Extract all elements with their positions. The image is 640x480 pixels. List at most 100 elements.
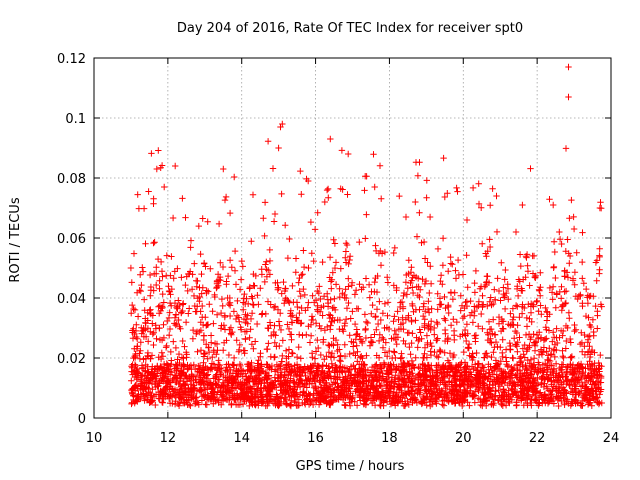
- data-point: [472, 361, 479, 368]
- data-point: [307, 321, 315, 328]
- data-point: [141, 373, 148, 380]
- data-point: [167, 291, 174, 298]
- data-point: [594, 325, 601, 332]
- data-point: [136, 287, 143, 294]
- data-point: [404, 388, 412, 395]
- data-point: [219, 302, 226, 310]
- data-point: [327, 278, 335, 285]
- data-point: [170, 375, 177, 382]
- data-point: [293, 314, 300, 321]
- data-point: [374, 320, 382, 328]
- data-point-outlier: [127, 264, 135, 272]
- data-point: [591, 381, 598, 388]
- data-point: [550, 263, 558, 271]
- data-point: [128, 310, 135, 317]
- data-point: [379, 344, 387, 351]
- data-point: [519, 301, 526, 308]
- data-point: [474, 386, 482, 393]
- data-point: [349, 308, 356, 315]
- data-point: [236, 286, 244, 293]
- data-point: [326, 342, 333, 349]
- data-point: [378, 397, 385, 405]
- data-point: [567, 354, 574, 361]
- data-point: [527, 303, 535, 310]
- data-point: [570, 213, 577, 221]
- data-point: [226, 257, 234, 264]
- data-point: [201, 393, 208, 401]
- data-point: [189, 271, 196, 278]
- data-point: [332, 373, 339, 380]
- data-point: [407, 351, 414, 358]
- data-point: [415, 371, 422, 378]
- data-point: [198, 397, 206, 404]
- data-point: [316, 322, 323, 330]
- data-point: [370, 151, 377, 158]
- data-point: [213, 284, 220, 292]
- data-point: [309, 292, 316, 299]
- data-point: [133, 393, 141, 400]
- data-point: [408, 365, 415, 373]
- data-point: [493, 228, 501, 236]
- data-point: [371, 331, 378, 338]
- data-point: [242, 392, 249, 399]
- data-point: [172, 361, 179, 368]
- data-point: [527, 165, 534, 172]
- data-point: [524, 268, 532, 275]
- data-point: [558, 295, 565, 302]
- data-point: [562, 322, 570, 330]
- data-point: [417, 286, 424, 293]
- x-tick-label: 10: [86, 431, 103, 446]
- data-point: [354, 348, 361, 355]
- data-point: [475, 298, 483, 305]
- data-point: [360, 361, 367, 368]
- data-point: [310, 390, 317, 397]
- data-point: [369, 376, 376, 384]
- data-point: [412, 159, 420, 166]
- data-point: [205, 288, 212, 295]
- data-point: [288, 349, 296, 357]
- data-point: [428, 401, 436, 408]
- data-point: [446, 386, 453, 393]
- data-point: [171, 268, 178, 275]
- data-point-outlier: [153, 165, 160, 173]
- data-point: [467, 297, 474, 305]
- data-point: [249, 295, 256, 302]
- data-point: [383, 324, 391, 331]
- data-point: [239, 263, 246, 270]
- data-point: [198, 270, 205, 278]
- data-point: [535, 308, 542, 315]
- data-point: [452, 267, 459, 274]
- data-point: [223, 396, 230, 403]
- data-point: [514, 394, 521, 401]
- data-point: [314, 209, 321, 216]
- data-point: [560, 354, 567, 361]
- data-point: [537, 381, 545, 388]
- data-point: [363, 318, 370, 326]
- data-point: [342, 394, 349, 401]
- data-point: [266, 246, 273, 254]
- data-point: [392, 372, 399, 379]
- data-point: [400, 378, 407, 386]
- data-point: [384, 371, 391, 378]
- data-point: [562, 145, 570, 152]
- data-point: [356, 367, 363, 374]
- data-point: [568, 196, 575, 204]
- data-point: [311, 226, 319, 233]
- data-point: [210, 381, 217, 388]
- data-point: [481, 354, 488, 361]
- data-point: [507, 368, 515, 375]
- data-point: [459, 271, 467, 278]
- data-point: [399, 314, 406, 321]
- data-point: [585, 314, 592, 321]
- data-point: [400, 337, 407, 345]
- data-point: [567, 339, 574, 346]
- data-point: [577, 402, 584, 409]
- data-point: [461, 304, 468, 312]
- data-point: [330, 236, 337, 243]
- data-point: [257, 350, 264, 357]
- data-point: [199, 302, 206, 310]
- data-point: [451, 396, 458, 403]
- data-point: [285, 390, 292, 397]
- data-point: [487, 363, 494, 370]
- data-point: [251, 390, 259, 397]
